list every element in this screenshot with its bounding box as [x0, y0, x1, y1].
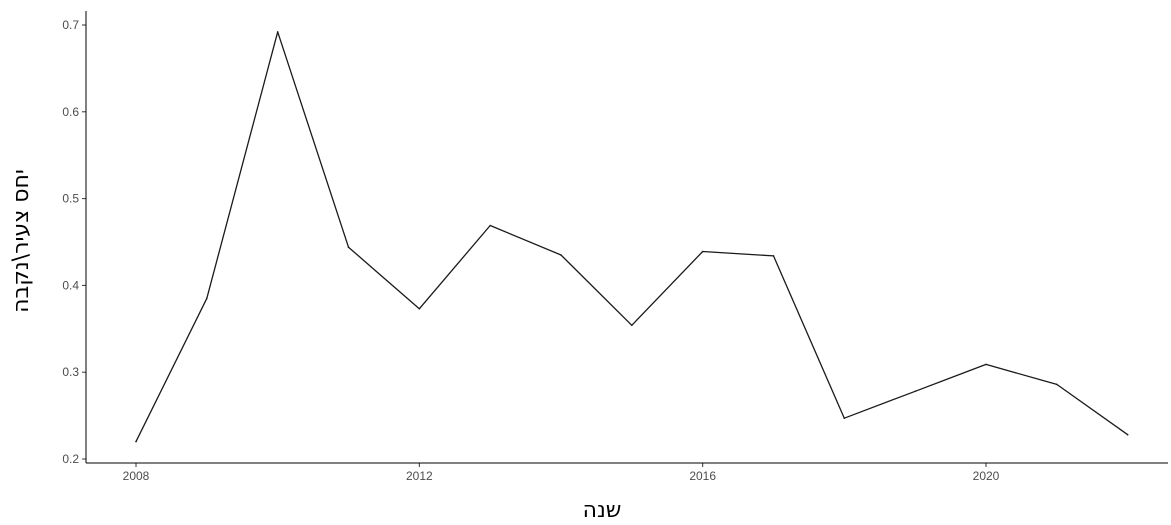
data-point	[418, 308, 421, 310]
data-point	[631, 324, 633, 327]
data-point	[985, 363, 987, 366]
data-point	[1126, 433, 1129, 436]
data-points	[135, 31, 1129, 443]
data-point	[772, 255, 775, 257]
y-tick-label: 0.2	[62, 452, 79, 466]
data-point	[489, 224, 492, 227]
x-axis-title: שנה	[583, 498, 622, 523]
data-point	[276, 31, 279, 33]
data-point	[701, 250, 704, 253]
y-tick-label: 0.4	[62, 278, 79, 292]
y-tick-label: 0.3	[62, 365, 79, 379]
data-point	[135, 440, 137, 443]
x-axis-ticks: 2008 2012 2016 2020	[123, 463, 1000, 483]
data-point	[560, 254, 562, 256]
y-axis-ticks: 0.2 0.3 0.4 0.5 0.6 0.7	[62, 18, 86, 466]
x-tick-label: 2020	[973, 469, 1000, 483]
series-line	[135, 31, 1129, 442]
y-tick-label: 0.6	[62, 105, 79, 119]
x-tick-label: 2016	[689, 469, 716, 483]
y-tick-label: 0.7	[62, 18, 79, 32]
y-axis-title: יחס צעיר\נקבה	[9, 169, 34, 313]
y-tick-label: 0.5	[62, 192, 79, 206]
x-tick-label: 2008	[123, 469, 150, 483]
data-point	[206, 297, 208, 300]
data-point	[1056, 383, 1058, 386]
x-tick-label: 2012	[406, 469, 433, 483]
data-point	[843, 417, 846, 420]
data-point	[347, 246, 350, 248]
data-point	[914, 390, 916, 393]
